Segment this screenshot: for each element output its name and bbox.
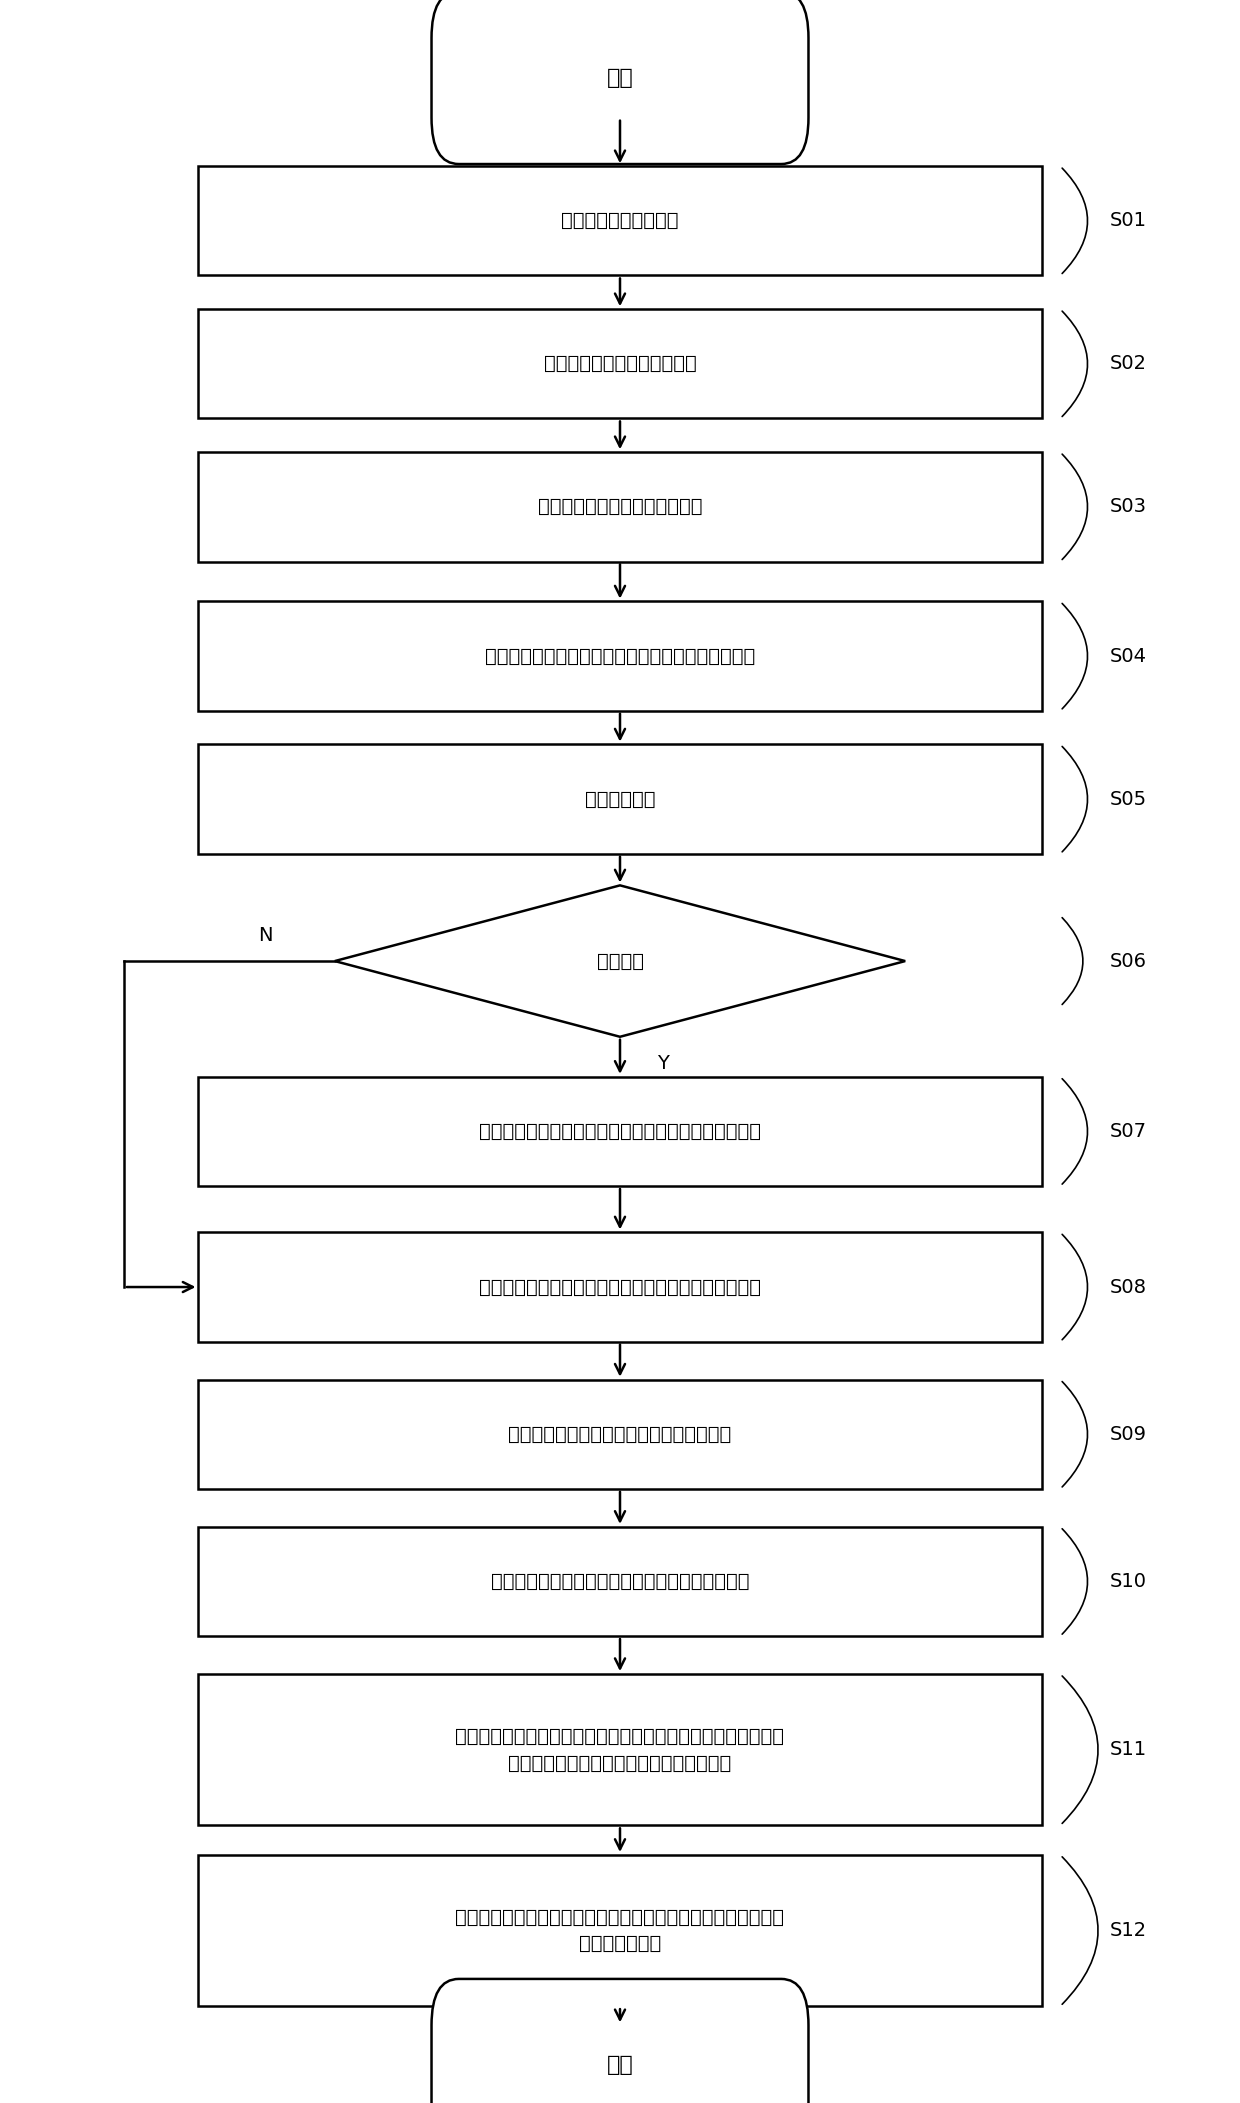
Text: 存储时，将设备信息和热像文件关联先保存在内存中: 存储时，将设备信息和热像文件关联先保存在内存中: [485, 646, 755, 667]
Text: 将内存中的文件保存在存储卡中，并删除内存中的文件: 将内存中的文件保存在存储卡中，并删除内存中的文件: [479, 1121, 761, 1142]
Text: 将任务包，导入热像价: 将任务包，导入热像价: [562, 210, 678, 231]
Text: S02: S02: [1110, 353, 1147, 374]
Text: S07: S07: [1110, 1121, 1147, 1142]
Text: S04: S04: [1110, 646, 1147, 667]
FancyBboxPatch shape: [432, 0, 808, 164]
Text: S06: S06: [1110, 951, 1147, 972]
Text: S01: S01: [1110, 210, 1147, 231]
FancyBboxPatch shape: [198, 601, 1042, 711]
Text: S10: S10: [1110, 1571, 1147, 1592]
Text: N: N: [258, 925, 273, 946]
Text: 选择设备信息后，显示基准图像: 选择设备信息后，显示基准图像: [538, 496, 702, 517]
FancyBboxPatch shape: [432, 1979, 808, 2103]
Text: 显示设备信息，供拍摄者选择: 显示设备信息，供拍摄者选择: [543, 353, 697, 374]
Text: 云端智能系统，对该设备台账信息关联的热像文件进行分析，获
得分析诊断结果: 云端智能系统，对该设备台账信息关联的热像文件进行分析，获 得分析诊断结果: [455, 1907, 785, 1954]
FancyBboxPatch shape: [198, 1380, 1042, 1489]
FancyBboxPatch shape: [198, 1674, 1042, 1825]
Text: S11: S11: [1110, 1739, 1147, 1760]
Text: 开始: 开始: [606, 67, 634, 88]
Text: 结束: 结束: [606, 2055, 634, 2076]
Text: S08: S08: [1110, 1277, 1147, 1298]
FancyBboxPatch shape: [198, 309, 1042, 418]
Text: 传输成功: 传输成功: [596, 951, 644, 972]
Text: 云端智能系统，接收热像价发送的热像文件: 云端智能系统，接收热像价发送的热像文件: [508, 1424, 732, 1445]
Text: 云端智能系统，对与设备台账信息匹配的热像文件，与该设备台
账信息进行关联保存；保存至云端数据库中: 云端智能系统，对与设备台账信息匹配的热像文件，与该设备台 账信息进行关联保存；保…: [455, 1727, 785, 1773]
FancyBboxPatch shape: [198, 1077, 1042, 1186]
FancyBboxPatch shape: [198, 166, 1042, 275]
FancyBboxPatch shape: [198, 452, 1042, 562]
FancyBboxPatch shape: [198, 1232, 1042, 1342]
Polygon shape: [335, 885, 905, 1037]
FancyBboxPatch shape: [198, 744, 1042, 854]
Text: 无线传输处理: 无线传输处理: [585, 789, 655, 810]
Text: 云端智能系统，对接收的热像文件，进行对比处理: 云端智能系统，对接收的热像文件，进行对比处理: [491, 1571, 749, 1592]
Text: S09: S09: [1110, 1424, 1147, 1445]
FancyBboxPatch shape: [198, 1855, 1042, 2006]
Text: 将内存中标记后保存在存储卡中，并删除内存中的文件: 将内存中标记后保存在存储卡中，并删除内存中的文件: [479, 1277, 761, 1298]
Text: S12: S12: [1110, 1920, 1147, 1941]
FancyBboxPatch shape: [198, 1527, 1042, 1636]
Text: Y: Y: [657, 1054, 670, 1073]
Text: S05: S05: [1110, 789, 1147, 810]
Text: S03: S03: [1110, 496, 1147, 517]
